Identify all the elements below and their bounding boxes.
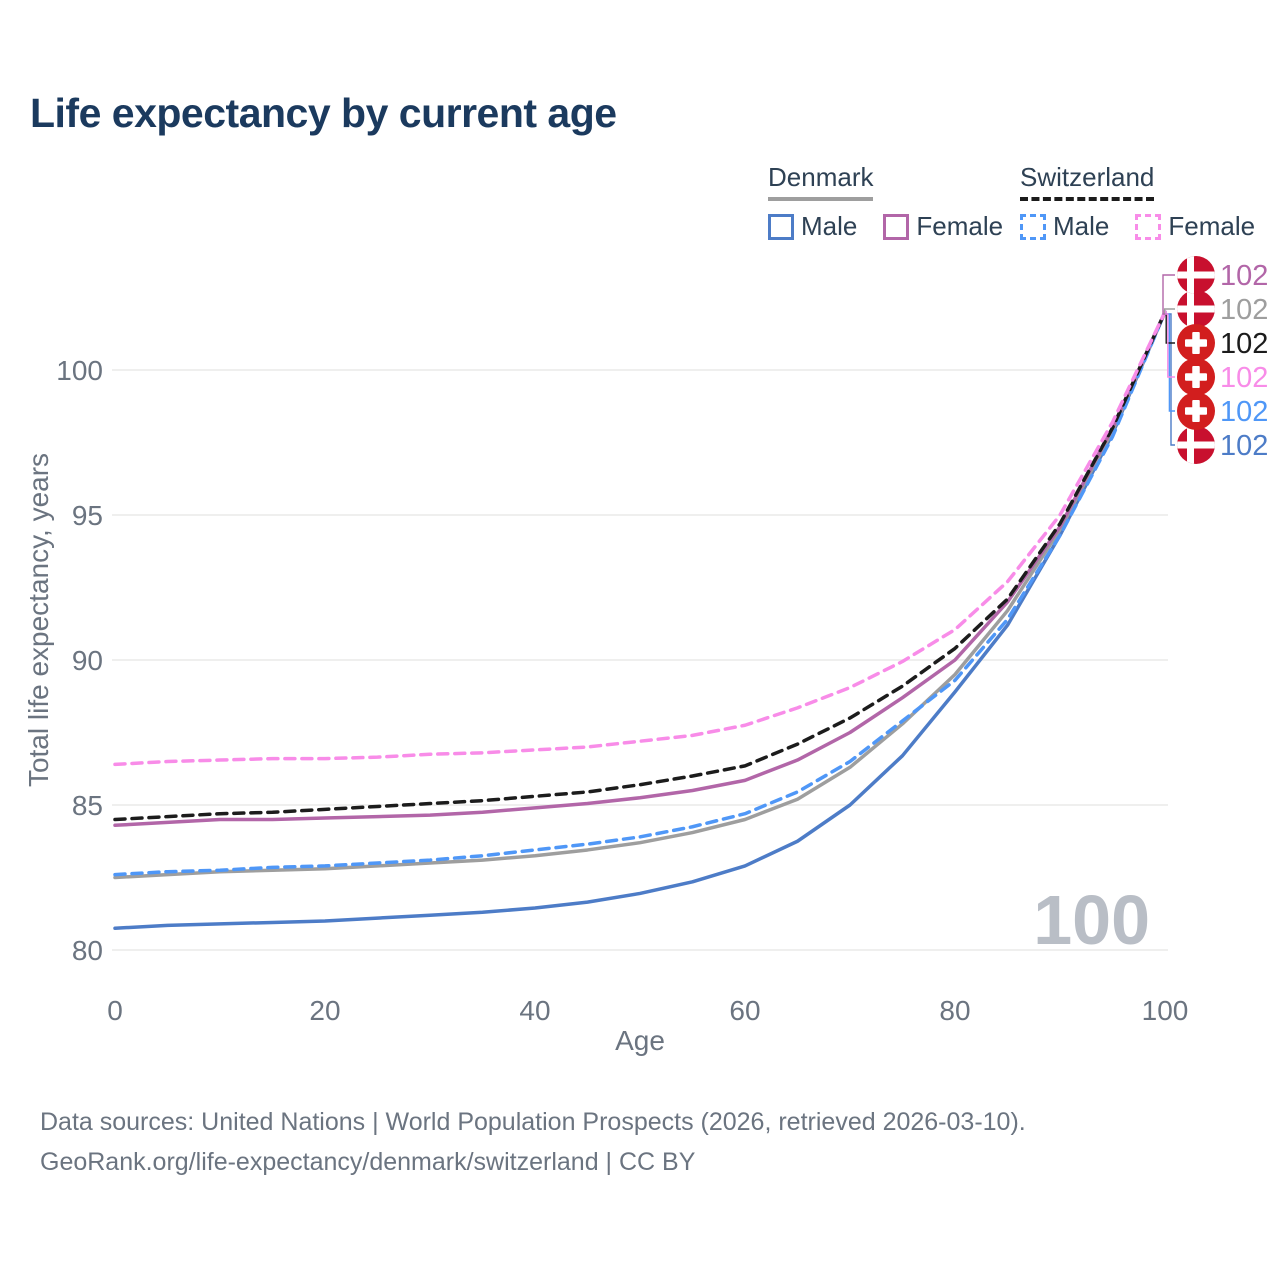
series-line-switzerland-male[interactable] bbox=[113, 310, 1167, 877]
end-label-denmark-both: 102 bbox=[1220, 294, 1268, 326]
legend: Denmark Male Female Switzerland bbox=[0, 162, 1280, 242]
end-label-group-switzerland-male: 102 bbox=[1177, 392, 1268, 430]
age-counter-watermark: 100 bbox=[1033, 881, 1150, 959]
x-axis-title: Age bbox=[615, 1025, 665, 1056]
series-line-switzerland-female[interactable] bbox=[113, 310, 1167, 767]
flag-icon-denmark bbox=[1177, 426, 1215, 464]
flag-icon-denmark bbox=[1177, 290, 1215, 328]
legend-item-switzerland-female[interactable]: Female bbox=[1135, 211, 1255, 242]
series-line-denmark-male[interactable] bbox=[113, 310, 1167, 930]
legend-header-denmark[interactable]: Denmark bbox=[768, 162, 874, 201]
end-label-denmark-female: 102 bbox=[1220, 260, 1268, 292]
legend-swatch-switzerland-male[interactable] bbox=[1020, 213, 1046, 240]
y-tick-label-80: 80 bbox=[72, 935, 103, 966]
footer-data-sources: Data sources: United Nations | World Pop… bbox=[40, 1108, 1026, 1136]
series-line-denmark-female[interactable] bbox=[113, 310, 1167, 828]
page-title: Life expectancy by current age bbox=[30, 90, 617, 136]
end-label-switzerland-male: 102 bbox=[1220, 396, 1268, 428]
x-tick-label-60: 60 bbox=[729, 995, 760, 1026]
legend-items-switzerland: Male Female bbox=[1020, 211, 1255, 242]
x-tick-label-20: 20 bbox=[309, 995, 340, 1026]
flag-icon-switzerland bbox=[1177, 392, 1215, 430]
legend-group-switzerland: Switzerland Male Female bbox=[1020, 162, 1255, 242]
leader-line-switzerland-female bbox=[1165, 313, 1175, 378]
legend-swatch-denmark-male[interactable] bbox=[768, 213, 794, 240]
flag-icon-switzerland bbox=[1177, 358, 1215, 396]
y-tick-label-100: 100 bbox=[56, 355, 103, 386]
end-label-group-switzerland-both: 102 bbox=[1177, 324, 1268, 362]
legend-header-denmark-label: Denmark bbox=[768, 162, 874, 192]
legend-header-switzerland[interactable]: Switzerland bbox=[1020, 162, 1155, 201]
legend-label-switzerland-male: Male bbox=[1053, 211, 1110, 241]
legend-header-switzerland-label: Switzerland bbox=[1020, 162, 1155, 192]
end-label-switzerland-female: 102 bbox=[1220, 362, 1268, 394]
end-label-denmark-male: 102 bbox=[1220, 430, 1268, 462]
legend-label-denmark-male: Male bbox=[801, 211, 858, 241]
legend-swatch-switzerland-female[interactable] bbox=[1135, 213, 1162, 240]
y-tick-label-90: 90 bbox=[72, 645, 103, 676]
x-tick-label-0: 0 bbox=[107, 995, 123, 1026]
end-label-switzerland-both: 102 bbox=[1220, 328, 1268, 360]
legend-item-denmark-male[interactable]: Male bbox=[768, 211, 857, 242]
y-tick-label-85: 85 bbox=[72, 790, 103, 821]
legend-item-switzerland-male[interactable]: Male bbox=[1020, 211, 1109, 242]
legend-items-denmark: Male Female bbox=[768, 211, 1003, 242]
end-label-group-denmark-female: 102 bbox=[1177, 256, 1268, 294]
x-tick-label-100: 100 bbox=[1142, 995, 1189, 1026]
flag-icon-switzerland bbox=[1177, 324, 1215, 362]
y-tick-label-95: 95 bbox=[72, 500, 103, 531]
leader-line-denmark-female bbox=[1162, 274, 1175, 315]
end-label-group-switzerland-female: 102 bbox=[1177, 358, 1268, 396]
flag-icon-denmark bbox=[1177, 256, 1215, 294]
legend-swatch-denmark-female[interactable] bbox=[883, 213, 910, 240]
legend-group-denmark: Denmark Male Female bbox=[768, 162, 1003, 242]
legend-label-switzerland-female: Female bbox=[1168, 211, 1256, 241]
y-axis-title: Total life expectancy, years bbox=[23, 453, 54, 787]
x-tick-label-40: 40 bbox=[519, 995, 550, 1026]
series-line-denmark-both[interactable] bbox=[113, 310, 1167, 880]
series-line-switzerland-both[interactable] bbox=[113, 310, 1167, 822]
footer-attribution: GeoRank.org/life-expectancy/denmark/swit… bbox=[40, 1148, 696, 1176]
legend-item-denmark-female[interactable]: Female bbox=[883, 211, 1003, 242]
end-label-group-denmark-both: 102 bbox=[1177, 290, 1268, 328]
x-tick-label-80: 80 bbox=[939, 995, 970, 1026]
end-label-group-denmark-male: 102 bbox=[1177, 426, 1268, 464]
legend-label-denmark-female: Female bbox=[916, 211, 1004, 241]
footer: Data sources: United Nations | World Pop… bbox=[40, 1102, 1026, 1182]
